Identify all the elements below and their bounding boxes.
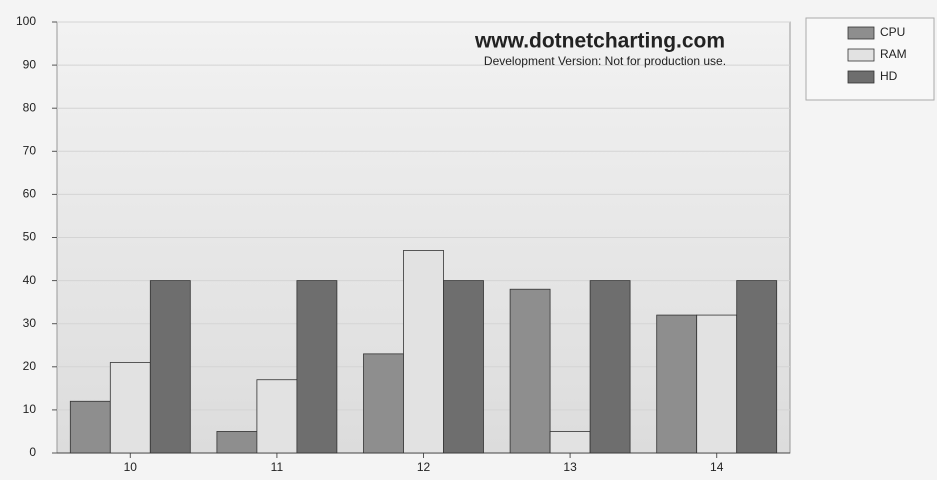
bar <box>697 315 737 453</box>
y-tick-label: 60 <box>23 187 37 201</box>
bar <box>590 281 630 453</box>
x-tick-label: 11 <box>271 460 284 474</box>
chart: www.dotnetcharting.com Development Versi… <box>0 0 937 480</box>
bar <box>737 281 777 453</box>
y-tick-label: 30 <box>23 316 37 330</box>
legend-label: HD <box>880 69 898 83</box>
x-tick-label: 13 <box>563 460 577 474</box>
bar <box>510 289 550 453</box>
watermark-title: www.dotnetcharting.com <box>474 30 725 53</box>
legend-swatch <box>848 49 874 61</box>
bar <box>110 362 150 453</box>
legend-label: RAM <box>880 47 907 61</box>
y-tick-label: 40 <box>23 273 37 287</box>
x-tick-label: 14 <box>710 460 724 474</box>
y-tick-label: 90 <box>23 57 37 71</box>
legend-swatch <box>848 71 874 83</box>
bar <box>404 250 444 453</box>
y-tick-label: 100 <box>16 14 36 28</box>
bar <box>257 380 297 453</box>
watermark-subtitle: Development Version: Not for production … <box>484 54 726 68</box>
bar <box>217 431 257 453</box>
x-tick-label: 12 <box>417 460 431 474</box>
bar <box>550 431 590 453</box>
y-tick-label: 70 <box>23 143 37 157</box>
bar <box>657 315 697 453</box>
bar <box>444 281 484 453</box>
y-tick-label: 20 <box>23 359 37 373</box>
legend-swatch <box>848 27 874 39</box>
y-tick-label: 80 <box>23 100 37 114</box>
bar <box>150 281 190 453</box>
y-tick-label: 10 <box>23 402 37 416</box>
bar <box>297 281 337 453</box>
y-tick-label: 50 <box>23 230 37 244</box>
y-tick-label: 0 <box>29 445 36 459</box>
x-tick-label: 10 <box>124 460 138 474</box>
bar <box>70 401 110 453</box>
bar <box>364 354 404 453</box>
legend-label: CPU <box>880 25 905 39</box>
